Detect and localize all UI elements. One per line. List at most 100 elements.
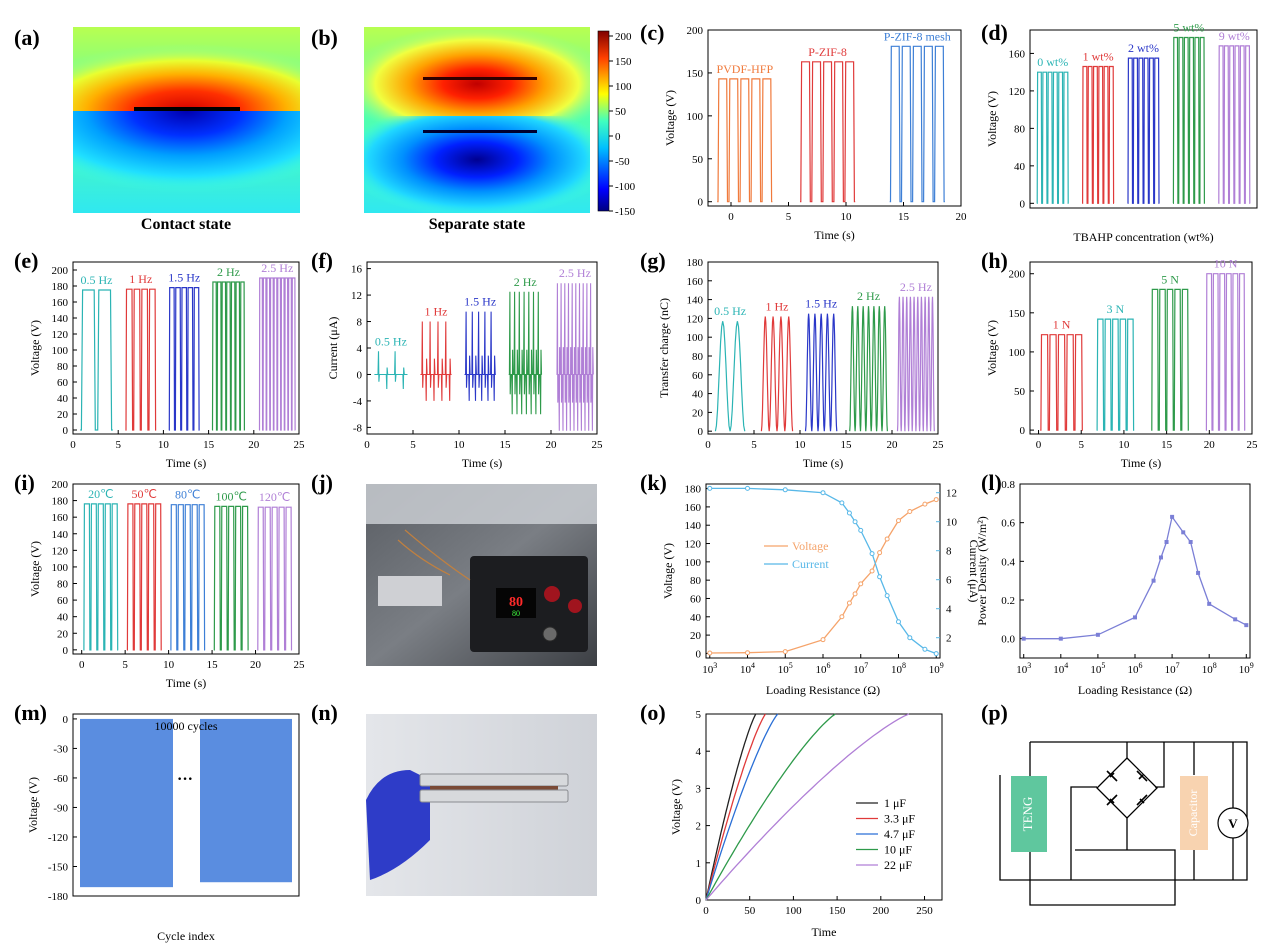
x-tick-label: 103 — [702, 661, 717, 676]
series-label: P-ZIF-8 — [808, 45, 847, 59]
panel-label-g: (g) — [640, 248, 666, 273]
series-label: 2.5 Hz — [261, 261, 293, 275]
data-point — [877, 574, 883, 580]
x-tick-label: 0 — [703, 905, 709, 917]
series-line — [1205, 273, 1246, 431]
y-axis-label: Voltage (V) — [28, 320, 42, 376]
voltmeter-label: V — [1228, 816, 1238, 831]
x-tick-label: 107 — [1165, 661, 1180, 676]
display-sub-reading: 80 — [512, 609, 520, 618]
colorbar — [597, 30, 610, 212]
y-tick-label: 140 — [52, 529, 69, 541]
x-tick-label: 108 — [891, 661, 906, 676]
x-tick-label: 103 — [1016, 661, 1031, 676]
y-tick-label: 80 — [1014, 123, 1026, 135]
y-tick-label: 200 — [687, 25, 704, 37]
data-point — [1158, 555, 1163, 560]
data-point — [877, 550, 883, 556]
series-label: 10 N — [1214, 257, 1238, 271]
x-tick-label: 109 — [929, 661, 944, 676]
caption-separate-state: Separate state — [429, 216, 525, 233]
data-point — [1244, 623, 1249, 628]
series-line — [1096, 318, 1135, 431]
series-label: 1 Hz — [129, 272, 152, 286]
series-line — [170, 504, 206, 651]
y-axis-label: Voltage (V) — [26, 777, 40, 833]
series-line — [804, 313, 838, 432]
y-tick-label: 40 — [692, 389, 704, 401]
series-label: 2 Hz — [217, 265, 240, 279]
x-tick-label: 105 — [778, 661, 793, 676]
series-line — [168, 287, 200, 431]
y-tick-label: 40 — [57, 612, 69, 624]
panel-a: (a) Contact state — [14, 25, 300, 233]
data-point — [922, 501, 928, 507]
y-tick-label: 150 — [687, 68, 704, 80]
series-line — [714, 321, 746, 432]
x-tick-label: 5 — [1078, 439, 1084, 451]
series-line — [760, 316, 794, 432]
x-tick-label: 20 — [250, 659, 262, 671]
x-axis-label: Time (s) — [166, 456, 207, 470]
y-tick-label: -8 — [353, 422, 363, 434]
y-tick-label: 180 — [52, 281, 69, 293]
series-line — [420, 321, 452, 401]
x-tick-label: 0 — [728, 211, 734, 223]
x-tick-label: 10 — [795, 439, 807, 451]
y-tick-label: 100 — [1009, 347, 1026, 359]
data-point — [839, 500, 845, 506]
x-tick-label: 0 — [705, 439, 711, 451]
panel-label-i: (i) — [14, 470, 35, 495]
panel-i: (i) 0 5 10 15 20 25 0 20 40 60 80 100 120 140 160 180 200… — [14, 470, 305, 690]
series-line — [556, 283, 594, 431]
y-tick-label: 6 — [946, 575, 952, 587]
series-label: 2 wt% — [1128, 41, 1159, 55]
panel-label-d: (d) — [981, 20, 1008, 45]
y-tick-label: 200 — [52, 479, 69, 491]
legend-label: 22 μF — [884, 858, 912, 872]
x-axis-label: Cycle index — [157, 929, 215, 943]
y-tick-label: 20 — [690, 630, 702, 642]
colorbar-tick-label: 150 — [615, 56, 632, 68]
series-line — [1023, 515, 1247, 640]
y-tick-label: 0 — [696, 895, 702, 907]
data-point — [869, 568, 875, 574]
series-label: 1 wt% — [1083, 50, 1114, 64]
series-line — [800, 61, 856, 203]
y-tick-label: 100 — [52, 562, 69, 574]
y-tick-label: 0.2 — [1001, 595, 1015, 607]
controller-display — [496, 588, 536, 618]
data-point — [1164, 540, 1169, 544]
plot-frame — [1019, 483, 1251, 659]
y-tick-label: 120 — [52, 329, 69, 341]
colorbar-tick-label: 0 — [615, 131, 621, 143]
panel-o: (o) 0 50 100 150 200 250 0 1 2 3 4 5 Voltage (V) Time 1… — [640, 700, 943, 939]
data-point — [820, 490, 826, 496]
x-tick-label: 15 — [207, 659, 219, 671]
y-tick-label: 160 — [52, 297, 69, 309]
y-tick-label: 140 — [685, 520, 702, 532]
series-label: 1 N — [1053, 318, 1071, 332]
data-point — [895, 619, 901, 625]
plot-frame — [72, 261, 300, 435]
plot-frame — [705, 713, 943, 901]
panel-n: (n) — [311, 700, 597, 896]
y-tick-label: 100 — [687, 332, 704, 344]
data-point — [1021, 636, 1026, 641]
data-point — [707, 485, 713, 491]
series-label: P-ZIF-8 mesh — [884, 29, 951, 43]
y-axis-label: Transfer charge (nC) — [657, 298, 671, 398]
series-line — [705, 713, 779, 901]
plot-frame — [72, 713, 300, 897]
legend-label: Voltage — [792, 539, 828, 553]
legend-label: 3.3 μF — [884, 812, 915, 826]
x-axis-label: Time (s) — [462, 456, 503, 470]
cycle-block-left — [80, 718, 173, 888]
y-tick-label: 140 — [52, 313, 69, 325]
series-line — [889, 45, 945, 203]
x-tick-label: 0 — [1036, 439, 1042, 451]
series-label: 0 wt% — [1037, 55, 1068, 69]
x-axis-label: Loading Resistance (Ω) — [1078, 683, 1192, 697]
x-tick-label: 25 — [933, 439, 945, 451]
